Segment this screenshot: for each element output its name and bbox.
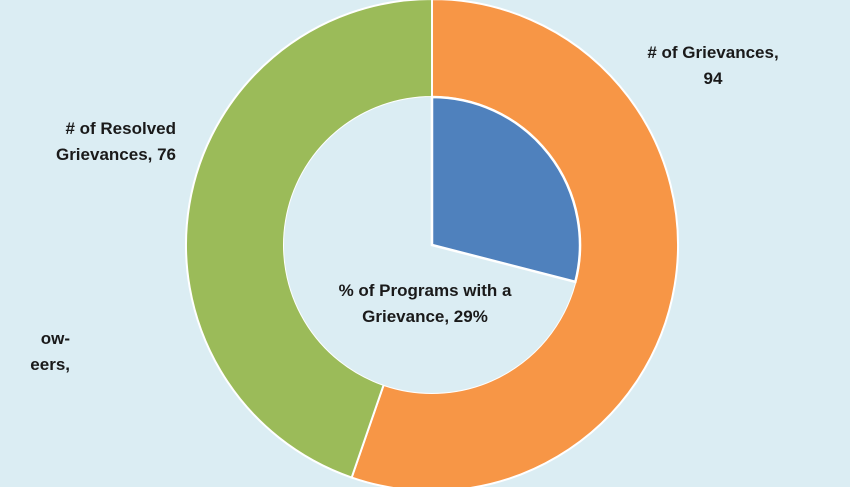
label-grievances: # of Grievances, 94 (608, 40, 818, 92)
inner-slice-percent (430, 95, 582, 284)
label-percent-line-2: Grievance, 29% (362, 307, 488, 326)
inner-pie (430, 95, 582, 284)
label-resolved-line-1: # of Resolved (65, 119, 176, 138)
label-resolved-line-2: Grievances, 76 (55, 145, 176, 164)
label-partial-line-2: eers, (30, 355, 70, 374)
label-grievances-line-1: # of Grievances, (647, 43, 779, 62)
label-grievances-line-2: 94 (703, 69, 723, 88)
label-percent-programs: % of Programs with a Grievance, 29% (300, 278, 550, 330)
label-partial-cutoff: ow- eers, (0, 326, 70, 378)
label-partial-line-1: ow- (40, 329, 70, 348)
label-percent-line-1: % of Programs with a (338, 281, 512, 300)
label-resolved-grievances: # of Resolved Grievances, 76 (0, 116, 176, 168)
